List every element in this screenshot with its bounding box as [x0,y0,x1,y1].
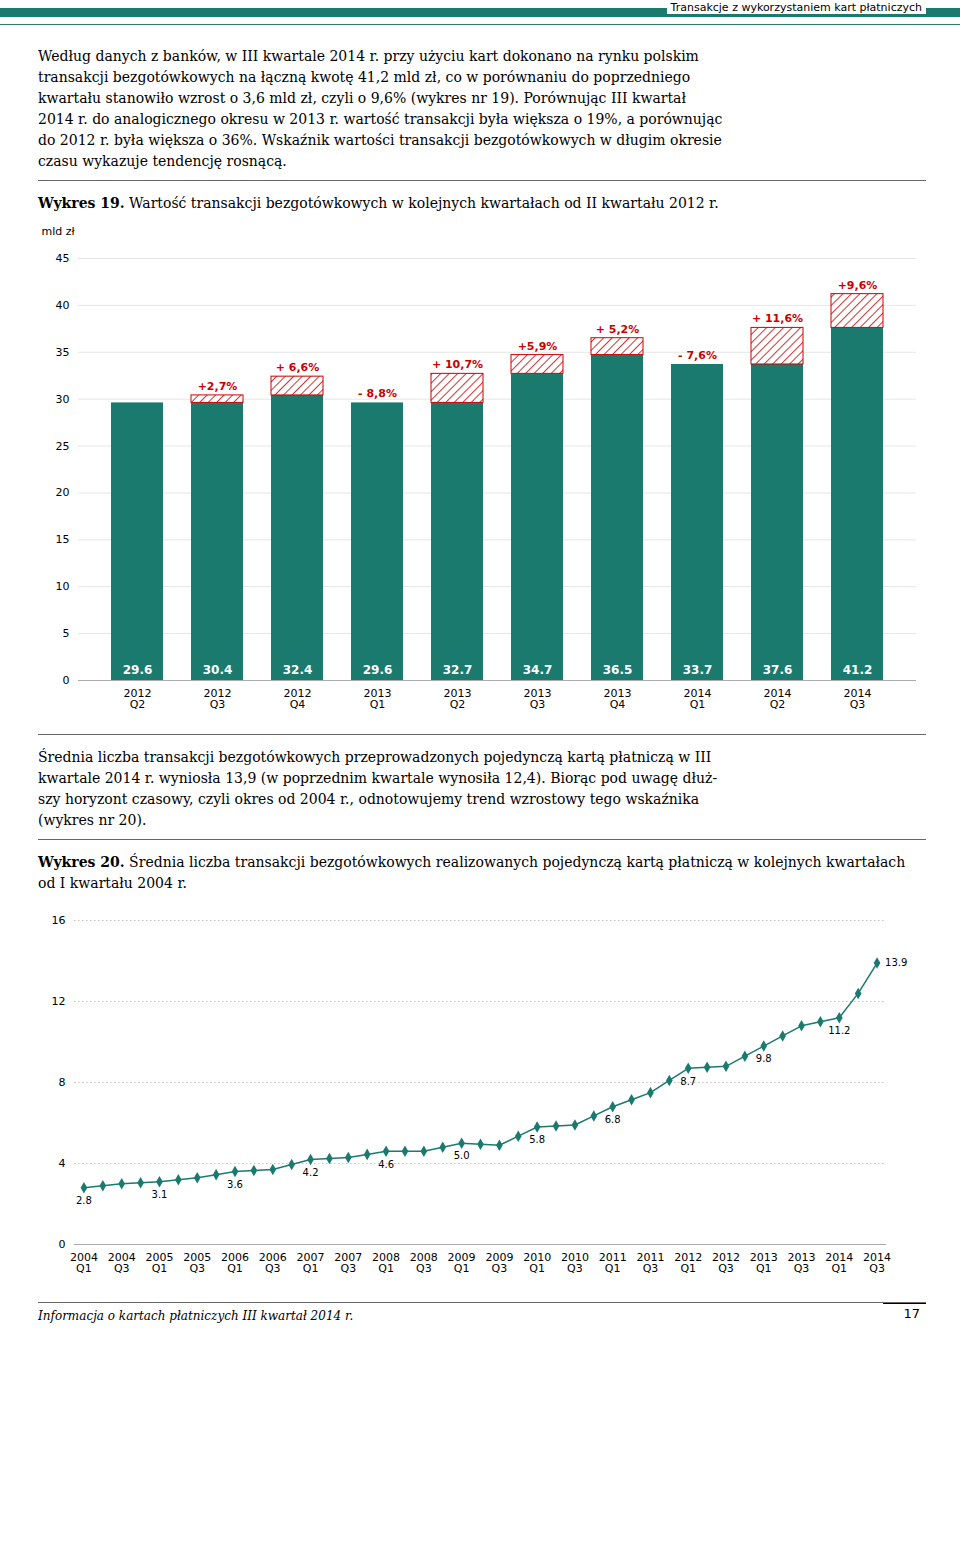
svg-text:30.4: 30.4 [203,663,233,677]
svg-text:2013Q3: 2013Q3 [788,1251,816,1275]
svg-text:+ 11,6%: + 11,6% [752,312,803,325]
svg-text:2014Q3: 2014Q3 [863,1251,891,1275]
svg-text:2011Q3: 2011Q3 [636,1251,664,1275]
svg-text:2008Q3: 2008Q3 [410,1251,438,1275]
html-text:(wykres nr 20).: (wykres nr 20). [38,812,147,828]
svg-text:29.6: 29.6 [123,663,153,677]
svg-text:2013Q2: 2013Q2 [444,687,472,711]
svg-text:2014Q1: 2014Q1 [825,1251,853,1275]
svg-text:2004Q3: 2004Q3 [108,1251,136,1275]
svg-text:5: 5 [63,627,70,640]
html-text:kwartału stanowiło wzrost o 3,: kwartału stanowiło wzrost o 3,6 mld zł, … [38,90,686,106]
svg-text:2013Q1: 2013Q1 [364,687,392,711]
svg-text:4: 4 [59,1157,66,1170]
svg-text:9.8: 9.8 [756,1053,772,1064]
svg-text:5.8: 5.8 [529,1134,545,1145]
svg-text:5.0: 5.0 [454,1150,470,1161]
svg-text:2012Q3: 2012Q3 [204,687,232,711]
svg-text:+ 6,6%: + 6,6% [276,361,320,374]
svg-text:+9,6%: +9,6% [838,279,878,292]
svg-text:16: 16 [52,914,66,927]
svg-text:2007Q3: 2007Q3 [334,1251,362,1275]
svg-text:2011Q1: 2011Q1 [599,1251,627,1275]
svg-text:15: 15 [56,533,70,546]
svg-text:- 7,6%: - 7,6% [678,349,717,362]
svg-text:+ 5,2%: + 5,2% [596,323,640,336]
html-text:Informacja o kartach płatniczy: Informacja o kartach płatniczych III kwa… [38,1309,354,1323]
svg-text:3.6: 3.6 [227,1179,243,1190]
svg-text:2004Q1: 2004Q1 [70,1251,98,1275]
html-text:Według danych z banków, w III: Według danych z banków, w III kwartale 2… [38,48,699,64]
svg-text:25: 25 [56,440,70,453]
svg-text:+5,9%: +5,9% [518,340,558,353]
html-text:Transakcje z wykorzystaniem ka: Transakcje z wykorzystaniem kart płatnic… [670,1,922,14]
svg-text:2012Q3: 2012Q3 [712,1251,740,1275]
html-text:transakcji bezgotówkowych na ł: transakcji bezgotówkowych na łączną kwot… [38,69,691,85]
svg-text:0: 0 [63,674,70,687]
html-text:do 2012 r. była większa o 36%.: do 2012 r. była większa o 36%. Wskaźnik … [38,132,722,148]
svg-text:2010Q1: 2010Q1 [523,1251,551,1275]
html-text:Wykres 20. Średnia liczba tran: Wykres 20. Średnia liczba transakcji bez… [38,854,906,891]
svg-text:- 8,8%: - 8,8% [358,387,397,400]
svg-text:41.2: 41.2 [843,663,873,677]
svg-text:+2,7%: +2,7% [198,380,238,393]
svg-text:11.2: 11.2 [828,1025,850,1036]
svg-text:2014Q1: 2014Q1 [684,687,712,711]
svg-text:2009Q1: 2009Q1 [448,1251,476,1275]
svg-text:2014Q3: 2014Q3 [844,687,872,711]
svg-text:2006Q3: 2006Q3 [259,1251,287,1275]
svg-text:2013Q3: 2013Q3 [524,687,552,711]
svg-text:8.7: 8.7 [680,1076,696,1087]
html-text:szy horyzont czasowy, czyli ok: szy horyzont czasowy, czyli okres od 200… [38,791,700,807]
svg-text:2.8: 2.8 [76,1195,92,1206]
svg-text:2009Q3: 2009Q3 [485,1251,513,1275]
svg-text:29.6: 29.6 [363,663,393,677]
html-text:kwartale 2014 r. wyniosła 13,9: kwartale 2014 r. wyniosła 13,9 (w poprze… [38,770,718,786]
svg-text:2012Q1: 2012Q1 [674,1251,702,1275]
svg-text:2007Q1: 2007Q1 [297,1251,325,1275]
svg-text:2005Q3: 2005Q3 [183,1251,211,1275]
svg-text:2014Q2: 2014Q2 [764,687,792,711]
svg-text:45: 45 [56,252,70,265]
html-text:17: 17 [903,1306,920,1321]
svg-text:10: 10 [56,580,70,593]
svg-text:0: 0 [59,1238,66,1251]
svg-text:2010Q3: 2010Q3 [561,1251,589,1275]
html-text:2014 r. do analogicznego okres: 2014 r. do analogicznego okresu w 2013 r… [38,111,723,127]
svg-text:37.6: 37.6 [763,663,793,677]
svg-text:3.1: 3.1 [152,1189,168,1200]
svg-text:4.6: 4.6 [378,1159,394,1170]
svg-text:+ 10,7%: + 10,7% [432,358,483,371]
svg-text:34.7: 34.7 [523,663,553,677]
svg-text:36.5: 36.5 [603,663,633,677]
svg-text:20: 20 [56,486,70,499]
svg-text:30: 30 [56,393,70,406]
svg-text:4.2: 4.2 [303,1167,319,1178]
svg-text:2013Q4: 2013Q4 [604,687,632,711]
html-text:Średnia liczba transakcji bezg: Średnia liczba transakcji bezgotówkowych… [38,749,712,765]
svg-text:2008Q1: 2008Q1 [372,1251,400,1275]
svg-text:40: 40 [56,299,70,312]
svg-text:6.8: 6.8 [605,1114,621,1125]
svg-text:35: 35 [56,346,70,359]
svg-text:33.7: 33.7 [683,663,713,677]
svg-text:8: 8 [59,1076,66,1089]
html-text:Wykres 19. Wartość transakcji: Wykres 19. Wartość transakcji bezgotówko… [38,195,719,211]
svg-text:mld zł: mld zł [42,225,76,238]
svg-text:2005Q1: 2005Q1 [145,1251,173,1275]
svg-text:13.9: 13.9 [885,957,907,968]
svg-text:32.4: 32.4 [283,663,313,677]
svg-text:2006Q1: 2006Q1 [221,1251,249,1275]
html-text:czasu wykazuje tendencję rosną: czasu wykazuje tendencję rosnącą. [38,153,287,169]
svg-text:2013Q1: 2013Q1 [750,1251,778,1275]
svg-text:12: 12 [52,995,66,1008]
svg-text:2012Q4: 2012Q4 [284,687,312,711]
svg-text:32.7: 32.7 [443,663,473,677]
svg-text:2012Q2: 2012Q2 [124,687,152,711]
